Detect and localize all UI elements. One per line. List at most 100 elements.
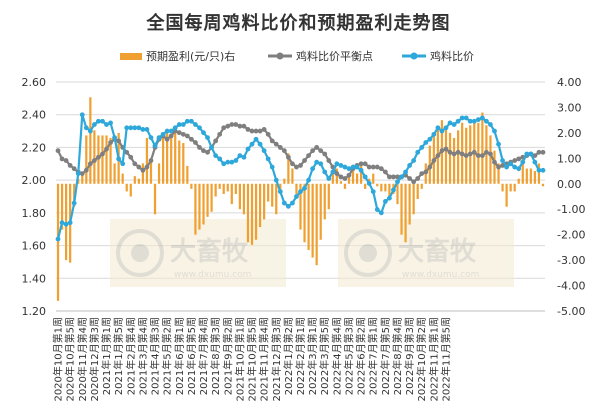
watermark: 大畜牧 www.dxumu.com bbox=[338, 219, 514, 287]
profit-bar bbox=[60, 183, 64, 230]
x-tick-label: 2021年6月第5周 bbox=[185, 317, 198, 395]
profit-bar bbox=[194, 183, 197, 235]
ratio-point bbox=[306, 177, 311, 183]
profit-bar bbox=[299, 183, 302, 230]
ratio-point bbox=[79, 112, 85, 118]
profit-bar bbox=[242, 183, 246, 215]
profit-bar bbox=[360, 163, 363, 184]
profit-bar bbox=[133, 176, 136, 184]
ratio-point bbox=[120, 161, 126, 167]
ratio-point bbox=[71, 200, 77, 206]
ratio-point bbox=[479, 115, 485, 121]
x-tick-label: 2021年8月第3周 bbox=[209, 317, 222, 395]
breakeven-point bbox=[488, 151, 493, 157]
x-tick-label: 2022年8月第4周 bbox=[391, 317, 404, 395]
breakeven-point bbox=[536, 149, 542, 155]
ratio-point bbox=[285, 203, 291, 209]
breakeven-point bbox=[306, 153, 311, 159]
breakeven-point bbox=[358, 161, 364, 167]
x-tick-label: 2021年7月第4周 bbox=[197, 317, 210, 395]
ratio-point bbox=[290, 200, 295, 206]
x-tick-label: 2022年6月第2周 bbox=[355, 317, 368, 395]
right-tick-label: -2.00 bbox=[557, 229, 585, 242]
breakeven-point bbox=[310, 148, 316, 154]
breakeven-point bbox=[225, 123, 231, 129]
profit-bar bbox=[537, 163, 541, 184]
ratio-point bbox=[237, 153, 243, 159]
ratio-point bbox=[91, 122, 97, 127]
breakeven-point bbox=[273, 141, 279, 147]
ratio-point bbox=[334, 161, 340, 167]
ratio-point bbox=[261, 148, 267, 154]
breakeven-point bbox=[87, 161, 93, 167]
right-tick-label: 2.00 bbox=[557, 127, 582, 140]
profit-bar bbox=[489, 135, 492, 184]
breakeven-point bbox=[496, 164, 501, 170]
x-tick-label: 2022年1月第2周 bbox=[282, 317, 295, 395]
profit-bar bbox=[161, 135, 165, 184]
ratio-point bbox=[488, 122, 493, 127]
x-tick-label: 2021年10月第1周 bbox=[233, 317, 246, 402]
ratio-point bbox=[172, 125, 178, 131]
ratio-point bbox=[471, 118, 477, 124]
legend-swatch-profit bbox=[120, 52, 142, 60]
breakeven-point bbox=[269, 138, 275, 144]
ratio-point bbox=[269, 164, 275, 170]
x-tick-label: 2021年1月第1周 bbox=[100, 317, 113, 395]
profit-bar bbox=[246, 183, 250, 243]
ratio-point bbox=[362, 174, 368, 180]
x-tick-label: 2021年2月第4周 bbox=[124, 317, 137, 395]
profit-bar bbox=[206, 183, 209, 217]
ratio-point bbox=[87, 128, 93, 134]
ratio-point bbox=[330, 169, 336, 175]
ratio-point bbox=[310, 166, 316, 172]
profit-bar bbox=[230, 183, 233, 205]
ratio-point bbox=[467, 118, 473, 124]
profit-bar bbox=[218, 183, 221, 189]
ratio-point bbox=[435, 125, 441, 131]
breakeven-point bbox=[294, 164, 299, 170]
profit-bar bbox=[331, 173, 334, 184]
breakeven-point bbox=[475, 153, 481, 159]
profit-bar bbox=[541, 183, 545, 187]
profit-bar bbox=[315, 183, 318, 266]
breakeven-point bbox=[459, 151, 465, 157]
ratio-point bbox=[193, 122, 198, 127]
ratio-point bbox=[370, 189, 376, 194]
ratio-point bbox=[176, 122, 182, 127]
profit-bar bbox=[89, 97, 92, 184]
ratio-point bbox=[496, 141, 501, 147]
profit-bar bbox=[505, 183, 508, 207]
profit-bar bbox=[509, 183, 512, 192]
right-tick-label: 4.00 bbox=[557, 76, 582, 89]
x-tick-label: 2020年10月第1周 bbox=[52, 317, 65, 402]
profit-bar bbox=[380, 183, 383, 192]
breakeven-point bbox=[346, 172, 352, 178]
breakeven-point bbox=[59, 156, 65, 162]
breakeven-point bbox=[479, 153, 485, 159]
profit-bar bbox=[234, 183, 237, 194]
left-tick-label: 2.60 bbox=[22, 76, 47, 89]
profit-bar bbox=[501, 183, 504, 192]
ratio-point bbox=[168, 128, 174, 134]
profit-bar bbox=[319, 183, 322, 240]
profit-bar bbox=[335, 168, 338, 184]
breakeven-point bbox=[318, 148, 324, 154]
ratio-point bbox=[322, 169, 328, 175]
watermark-brand-text: 大畜牧 bbox=[398, 236, 477, 267]
profit-bar bbox=[198, 183, 201, 230]
profit-bar bbox=[497, 163, 500, 184]
breakeven-point bbox=[229, 122, 235, 127]
ratio-point bbox=[104, 122, 109, 127]
watermark-logo-dot bbox=[359, 244, 377, 262]
profit-bar bbox=[351, 171, 355, 184]
ratio-point bbox=[148, 135, 154, 141]
profit-bar bbox=[178, 140, 181, 184]
ratio-point bbox=[273, 177, 279, 183]
breakeven-point bbox=[83, 167, 89, 173]
x-tick-label: 2022年3月第5周 bbox=[318, 317, 331, 395]
profit-bar bbox=[420, 183, 423, 189]
breakeven-point bbox=[116, 138, 122, 144]
legend-item-breakeven: 鸡料比价平衡点 bbox=[268, 48, 373, 64]
